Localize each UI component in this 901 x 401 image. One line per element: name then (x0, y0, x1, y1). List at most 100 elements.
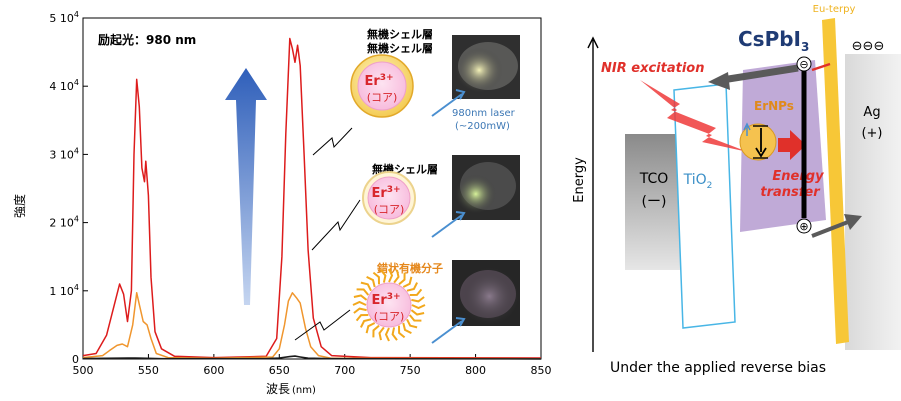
x-tick-label: 650 (269, 364, 290, 377)
ligand-spike (378, 326, 385, 341)
y-tick-label: 4 104 (49, 78, 79, 93)
ligand-spike (398, 325, 406, 339)
y-axis-label: 強度 (12, 194, 27, 218)
ernps-label: ErNPs (754, 99, 794, 113)
ligand-spike (393, 269, 400, 284)
ligand-spike (372, 324, 380, 338)
photo-emission (452, 35, 520, 99)
photo-glow-strong (452, 35, 520, 99)
hole-flow-arrow-icon (811, 220, 849, 238)
laser-power-label: (~200mW) (455, 121, 510, 132)
ligand-spikes (352, 268, 426, 342)
ag-electrode (845, 54, 901, 350)
bias-caption: Under the applied reverse bias (610, 360, 826, 376)
series-layer (82, 37, 542, 360)
ag-sign: (+) (861, 126, 882, 141)
excitation-annotation: 励起光：980 nm (98, 32, 196, 47)
tco-sign: (ー) (642, 194, 667, 210)
eu-terpy-label: Eu-terpy (813, 4, 856, 15)
ligand-spike (380, 269, 387, 283)
laser-arrow-icon (431, 214, 463, 238)
tio2-label: TiO2 (683, 172, 713, 191)
laser-arrow-icon (431, 93, 463, 117)
connector-line-bottom (294, 309, 351, 341)
electron-flow-arrow-icon (721, 64, 799, 84)
energy-transfer-arrow-body (778, 138, 792, 152)
ernps-level-arrowhead-icon (755, 147, 767, 158)
ligand-spike (411, 296, 425, 303)
energy-transfer-arrowhead-icon (790, 130, 806, 160)
x-axis: 500 550 600 650 700 750 800 850 (73, 354, 552, 377)
ligand-spike (408, 314, 422, 322)
core-label: (コア) (374, 203, 405, 216)
x-axis-unit: (nm) (292, 385, 316, 396)
energy-axis-label: Energy (572, 157, 587, 203)
ligand-spike (410, 309, 425, 316)
ag-label: Ag (863, 105, 880, 120)
energy-axis-arrow-icon (587, 36, 599, 49)
core-label: (コア) (367, 91, 398, 104)
photo-emission (452, 155, 520, 220)
hole-sign: ⊕ (799, 220, 808, 233)
laser-arrows (431, 89, 466, 344)
laser-arrowhead-icon (455, 211, 466, 221)
ligand-spike (355, 314, 369, 322)
energy-band-diagram: Energy TCO (ー) TiO2 Ag (+) Eu-terpy ⊖⊖⊖ … (572, 4, 901, 376)
ligand-spike (391, 327, 398, 341)
y-tick-label: 3 104 (49, 146, 79, 161)
ligand-spike (406, 318, 418, 329)
connector-line-top (312, 127, 353, 156)
core-ion-label: Er3+ (364, 73, 393, 89)
particle-double-shell: 無機シェル層 無機シェル層 Er3+ (コア) (350, 27, 433, 118)
electron-link (811, 62, 831, 72)
y-axis: 0 1 104 2 104 3 104 4 104 5 104 (49, 10, 88, 366)
series-line-3 (82, 355, 542, 360)
ligand-spike (360, 318, 372, 328)
laser-arrow-icon (431, 320, 463, 344)
x-tick-label: 800 (465, 364, 486, 377)
photo-glow-weak (452, 260, 520, 326)
laser-label: 980nm laser (452, 108, 516, 119)
x-tick-label: 600 (203, 364, 224, 377)
ligand-spike (388, 268, 394, 283)
series-line-2 (82, 292, 542, 360)
ligand-spike (360, 281, 372, 292)
core-ion-label: Er3+ (371, 292, 400, 308)
photo-emission (452, 260, 520, 326)
energy-transfer-label: Energy (772, 169, 824, 184)
laser-arrowhead-icon (455, 89, 466, 100)
hole-flow-arrowhead-icon (844, 214, 862, 230)
x-tick-label: 500 (73, 364, 94, 377)
electron-sign: ⊖ (799, 58, 808, 71)
ligand-spike (356, 288, 370, 296)
y-tick-label: 2 104 (49, 215, 79, 230)
x-tick-label: 700 (334, 364, 355, 377)
ligand-spike (372, 271, 380, 285)
laser-arrowhead-icon (455, 317, 466, 327)
nir-lightning-icon (640, 80, 748, 152)
tco-label: TCO (639, 171, 669, 187)
ligand-spike (411, 304, 426, 310)
intensity-increase-arrow (225, 68, 267, 305)
core-label: (コア) (374, 310, 405, 323)
nir-label: NIR excitation (601, 61, 704, 76)
y-tick-label: 5 104 (49, 10, 79, 25)
shell-label: 無機シェル層 (367, 41, 433, 55)
ligand-charges: ⊖⊖⊖ (852, 39, 885, 54)
ligand-spike (409, 288, 423, 296)
x-tick-label: 750 (400, 364, 421, 377)
ligand-spike (353, 294, 368, 301)
ligand-spike (353, 307, 367, 314)
electron-flow-arrowhead-icon (708, 72, 730, 90)
ligand-spike (406, 282, 418, 292)
core (366, 282, 412, 328)
ligand-spike (366, 276, 376, 288)
ligand-spike (365, 322, 376, 334)
ligand-spike (384, 327, 390, 342)
tco-layer (625, 134, 683, 270)
series-line-1 (82, 37, 542, 359)
core (367, 176, 411, 220)
y-tick-label: 0 (72, 353, 79, 366)
particle-single-shell: 無機シェル層 Er3+ (コア) (362, 162, 438, 225)
